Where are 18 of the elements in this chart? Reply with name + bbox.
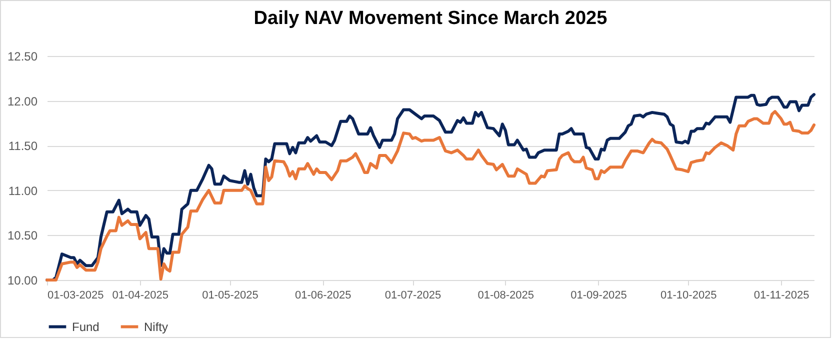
- y-tick-label: 10.00: [7, 274, 38, 288]
- x-tick-label: 01-11-2025: [754, 290, 810, 302]
- x-tick-label: 01-05-2025: [202, 290, 258, 302]
- y-tick-label: 12.00: [7, 94, 38, 108]
- y-tick-label: 10.50: [7, 228, 38, 243]
- chart-title: Daily NAV Movement Since March 2025: [254, 8, 608, 29]
- legend-label: Nifty: [144, 320, 168, 334]
- x-tick-label: 01-07-2025: [384, 290, 442, 302]
- x-tick-label: 01-08-2025: [478, 290, 534, 302]
- x-tick-label: 01-10-2025: [660, 290, 717, 302]
- y-tick-label: 11.50: [8, 139, 38, 154]
- y-tick-label: 12.50: [7, 50, 38, 64]
- x-tick-label: 01-09-2025: [570, 290, 627, 302]
- x-tick-label: 01-04-2025: [112, 290, 169, 302]
- x-tick-label: 01-03-2025: [48, 290, 104, 302]
- legend-label: Fund: [72, 320, 100, 334]
- x-tick-label: 01-06-2025: [295, 290, 352, 302]
- y-tick-label: 11.00: [8, 184, 38, 198]
